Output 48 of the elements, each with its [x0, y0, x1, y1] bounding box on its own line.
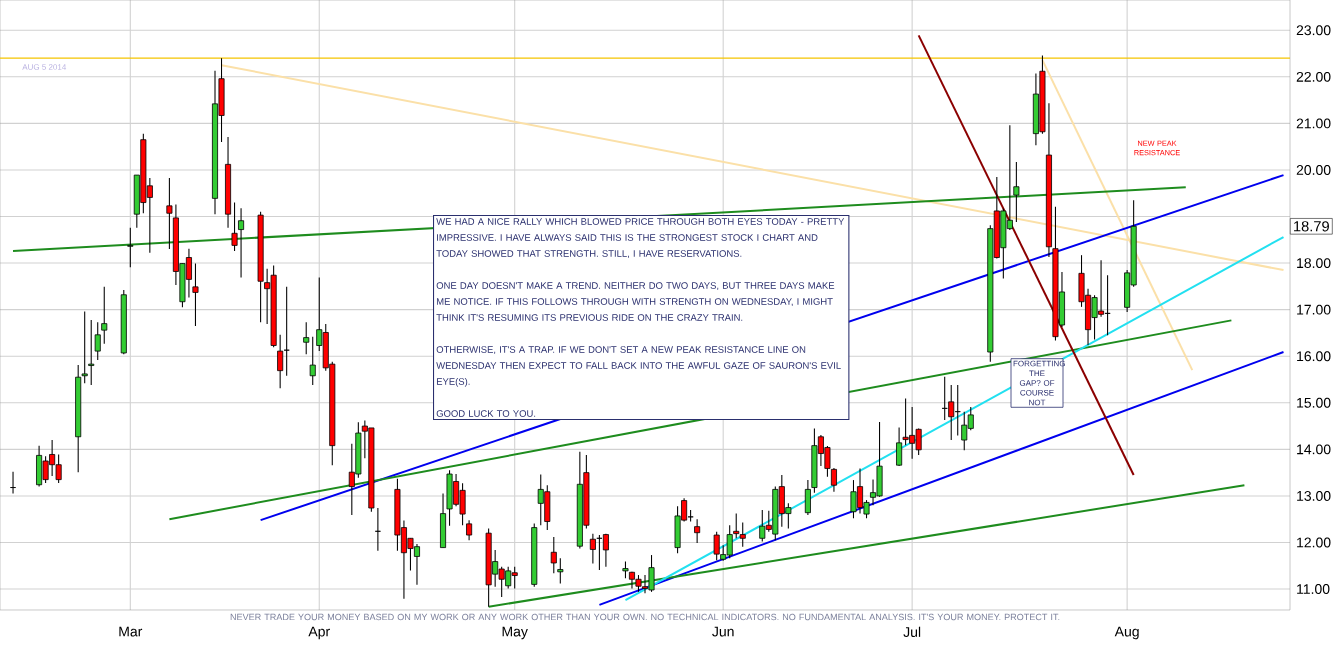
candlestick: [896, 426, 903, 467]
candlestick: [127, 227, 134, 268]
x-tick-label: Jul: [903, 626, 921, 637]
annotation: FORGETTING THE GAP? OF COURSE NOT: [1013, 360, 1065, 406]
x-tick-label: Aug: [1114, 626, 1139, 640]
candlestick: [1013, 161, 1020, 223]
y-tick-label: 17.00: [1297, 304, 1331, 315]
candlestick: [81, 310, 88, 384]
text: NEVER TRADE YOUR MONEY BASED ON MY WORK OR ANY WORK OTHER THAN YOUR OWN. NO TECHNICAL INDICATORS. NO FUNDAMENTAL ANALYSIS. IT'S YOUR MONEY. PROTECT IT.: [230, 613, 1060, 621]
x-tick-label: Mar: [119, 626, 143, 637]
annotation: OTHERWISE, IT'S A TRAP. IF WE DON'T SET A NEW PEAK RESISTANCE LINE ON WEDNESDAY THEN EXPECT TO FALL BACK INTO THE AWFUL GAZE OF SAURON'S EVIL EYE(S).: [436, 346, 841, 387]
y-tick-label: 12.00: [1297, 537, 1331, 548]
y-tick-label: 15.00: [1297, 397, 1331, 408]
candlestick: [88, 319, 95, 386]
y-tick-label: 21.00: [1296, 118, 1331, 129]
y-tick-label: 18.00: [1297, 258, 1331, 269]
annotation: ONE DAY DOESN'T MAKE A TREND. NEITHER DO TWO DAYS, BUT THREE DAYS MAKE ME NOTICE. IF THIS FOLLOWS THROUGH WITH STRENGTH ON WEDNESDAY, I MIGHT THINK IT'S RESUMING ITS PREVIOUS RIDE ON THE CRAZY TRAIN.: [436, 282, 835, 321]
candlestick: [589, 533, 596, 564]
x-tick-label: Jun: [712, 626, 734, 637]
y-tick-label: 16.00: [1297, 351, 1331, 362]
x-tick-label: May: [502, 626, 528, 640]
candlestick: [166, 177, 173, 250]
candlestick: [231, 202, 238, 252]
y-tick-label: 23.00: [1296, 25, 1331, 36]
y-tick-label: 13.00: [1297, 490, 1331, 501]
x-tick-label: Apr: [308, 626, 330, 640]
candlestick: [238, 207, 245, 279]
annotation: GOOD LUCK TO YOU.: [436, 410, 536, 417]
y-tick-label: 22.00: [1296, 71, 1331, 82]
candlestick: [94, 321, 101, 361]
candlestick: [192, 263, 199, 327]
candlestick: [804, 479, 811, 516]
candlestick: [550, 536, 557, 574]
candlestick: [739, 521, 746, 548]
candlestick: [557, 557, 564, 584]
candlestick: [309, 336, 316, 386]
y-tick-label: 14.00: [1297, 444, 1331, 455]
candlestick: [694, 518, 701, 544]
annotation: WE HAD A NICE RALLY WHICH BLOWED PRICE THROUGH BOTH EYES TODAY - PRETTY IMPRESSIVE. I HAVE ALWAYS SAID THIS IS THE STRONGEST STOCK I CHART AND TODAY SHOWED THAT STRENGTH. STILL, I HAVE RESERVATIONS.: [436, 218, 845, 259]
candlestick: [830, 467, 837, 493]
y-tick-label: 11.00: [1297, 584, 1330, 595]
text: AUG 5 2014: [22, 64, 67, 70]
candlestick: [466, 519, 473, 541]
candlestick: [733, 513, 740, 539]
candlestick: [101, 286, 108, 345]
y-tick-label: 20.00: [1296, 165, 1331, 175]
candlestick: [303, 321, 310, 355]
text: 18.79: [1294, 221, 1329, 232]
